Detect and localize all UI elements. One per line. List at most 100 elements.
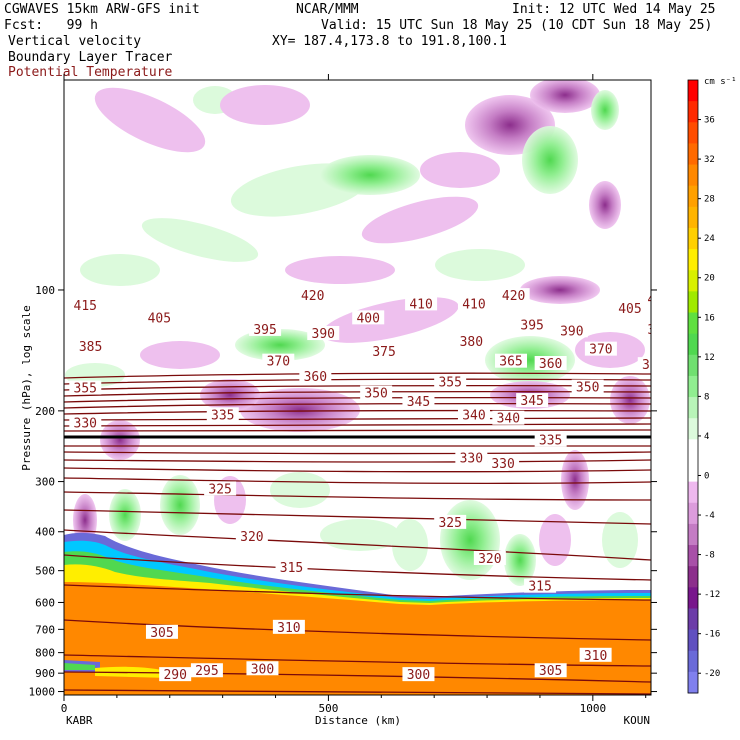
theta-label: 345 — [407, 395, 430, 410]
left-endpoint-label: KABR — [66, 714, 93, 727]
vvel-cell — [610, 376, 650, 424]
theta-label-bg — [74, 339, 107, 354]
y-axis: 100 200 300 400 500 600 700 800 900 1000 — [29, 284, 657, 699]
theta-label-bg — [534, 432, 567, 447]
theta-label: 360 — [539, 357, 562, 372]
colorbar-swatch — [688, 460, 698, 483]
theta-label-bg — [613, 301, 646, 316]
y-tick-label: 900 — [35, 667, 55, 680]
theta-label: 290 — [163, 668, 186, 683]
colorbar-swatch — [688, 143, 698, 166]
colorbar-swatch — [688, 270, 698, 292]
colorbar-label: -8 — [704, 551, 715, 561]
theta-label-bg — [69, 415, 102, 430]
header-field-blt: Boundary Layer Tracer — [8, 50, 173, 65]
boundary-layer-tracer — [64, 532, 651, 695]
vvel-cell — [485, 336, 575, 384]
colorbar-label: 28 — [704, 195, 715, 205]
theta-label: 420 — [301, 289, 324, 304]
theta-label-bg — [249, 321, 282, 336]
header-init: Init: 12 UTC Wed 14 May 25 — [512, 2, 716, 17]
x-tick-label: 0 — [61, 702, 68, 715]
colorbar-swatch — [688, 312, 698, 335]
colorbar-label: -16 — [704, 630, 720, 640]
y-tick-label: 400 — [35, 526, 55, 539]
theta-label-bg — [516, 393, 549, 408]
theta-label-bg — [352, 310, 385, 325]
theta-label: 405 — [148, 311, 171, 326]
vvel-cell — [320, 155, 420, 195]
theta-label: 410 — [409, 297, 432, 312]
theta-label: 355 — [74, 382, 97, 397]
theta-label-bg — [643, 321, 651, 336]
theta-label: 340 — [462, 408, 485, 423]
vvel-cell — [141, 218, 259, 262]
colorbar-swatch — [688, 608, 698, 631]
y-tick-label: 100 — [35, 284, 55, 297]
theta-label: 375 — [372, 345, 395, 360]
theta-label-bg — [434, 374, 467, 389]
vvel-cell — [100, 420, 140, 460]
theta-label: 365 — [499, 355, 522, 370]
theta-label-bg — [190, 663, 223, 678]
colorbar-frame — [687, 79, 699, 694]
x-axis: 0 500 1000 — [61, 74, 647, 715]
vvel-cell — [235, 329, 325, 361]
theta-label: 315 — [280, 561, 303, 576]
header-field-theta: Potential Temperature — [8, 65, 173, 80]
colorbar-swatch — [688, 122, 698, 144]
theta-label-bg — [457, 407, 490, 422]
theta-label: 335 — [539, 434, 562, 449]
theta-label: 420 — [502, 289, 525, 304]
theta-label-bg — [455, 450, 488, 465]
header-title: CGWAVES 15km ARW-GFS init — [4, 2, 200, 17]
colorbar-swatch — [688, 375, 698, 398]
theta-label: 395 — [520, 319, 543, 334]
theta-label-bg — [360, 385, 393, 400]
header-field-vvel: Vertical velocity — [8, 34, 142, 49]
colorbar-swatch — [688, 185, 698, 208]
theta-label-bg — [579, 647, 612, 662]
colorbar-swatch — [688, 587, 698, 609]
theta-label: 300 — [251, 662, 274, 677]
y-axis-label: Pressure (hPa), log scale — [20, 305, 33, 471]
theta-label-bg — [299, 369, 332, 384]
header-valid: Valid: 15 UTC Sun 18 May 25 (10 CDT Sun … — [321, 18, 713, 33]
theta-label-bg — [69, 298, 102, 313]
theta-label-bg — [584, 341, 617, 356]
colorbar-swatch — [688, 206, 698, 229]
theta-label-bg — [534, 355, 567, 370]
right-endpoint-label: KOUN — [624, 714, 651, 727]
vvel-cell — [589, 181, 621, 229]
y-tick-label: 700 — [35, 623, 55, 636]
colorbar-swatch — [688, 101, 698, 123]
theta-label: 390 — [312, 327, 335, 342]
theta-label-bg — [494, 353, 527, 368]
vvel-cell — [602, 512, 638, 568]
vvel-cell — [361, 196, 479, 244]
theta-label-bg — [402, 667, 435, 682]
vvel-cell — [392, 519, 428, 571]
vvel-cell — [539, 514, 571, 566]
header-org: NCAR/MMM — [296, 2, 359, 17]
colorbar-swatch — [688, 291, 698, 314]
theta-label: 330 — [460, 451, 483, 466]
theta-label: 335 — [211, 408, 234, 423]
colorbar-unit: cm s⁻¹ — [704, 77, 737, 87]
theta-label-bg — [534, 663, 567, 678]
plot-frame — [63, 79, 652, 696]
y-tick-label: 500 — [35, 565, 55, 578]
y-tick-label: 200 — [35, 405, 55, 418]
colorbar-swatch — [688, 418, 698, 440]
colorbar-swatch — [688, 566, 698, 588]
vvel-cell — [80, 254, 160, 286]
theta-label: 385 — [79, 340, 102, 355]
colorbar-label: 32 — [704, 155, 715, 165]
theta-label-bg — [524, 578, 557, 593]
theta-label-bg — [69, 380, 102, 395]
theta-label: 355 — [438, 375, 461, 390]
theta-label: 295 — [195, 664, 218, 679]
colorbar-label: 8 — [704, 392, 709, 402]
colorbar-swatch — [688, 249, 698, 271]
